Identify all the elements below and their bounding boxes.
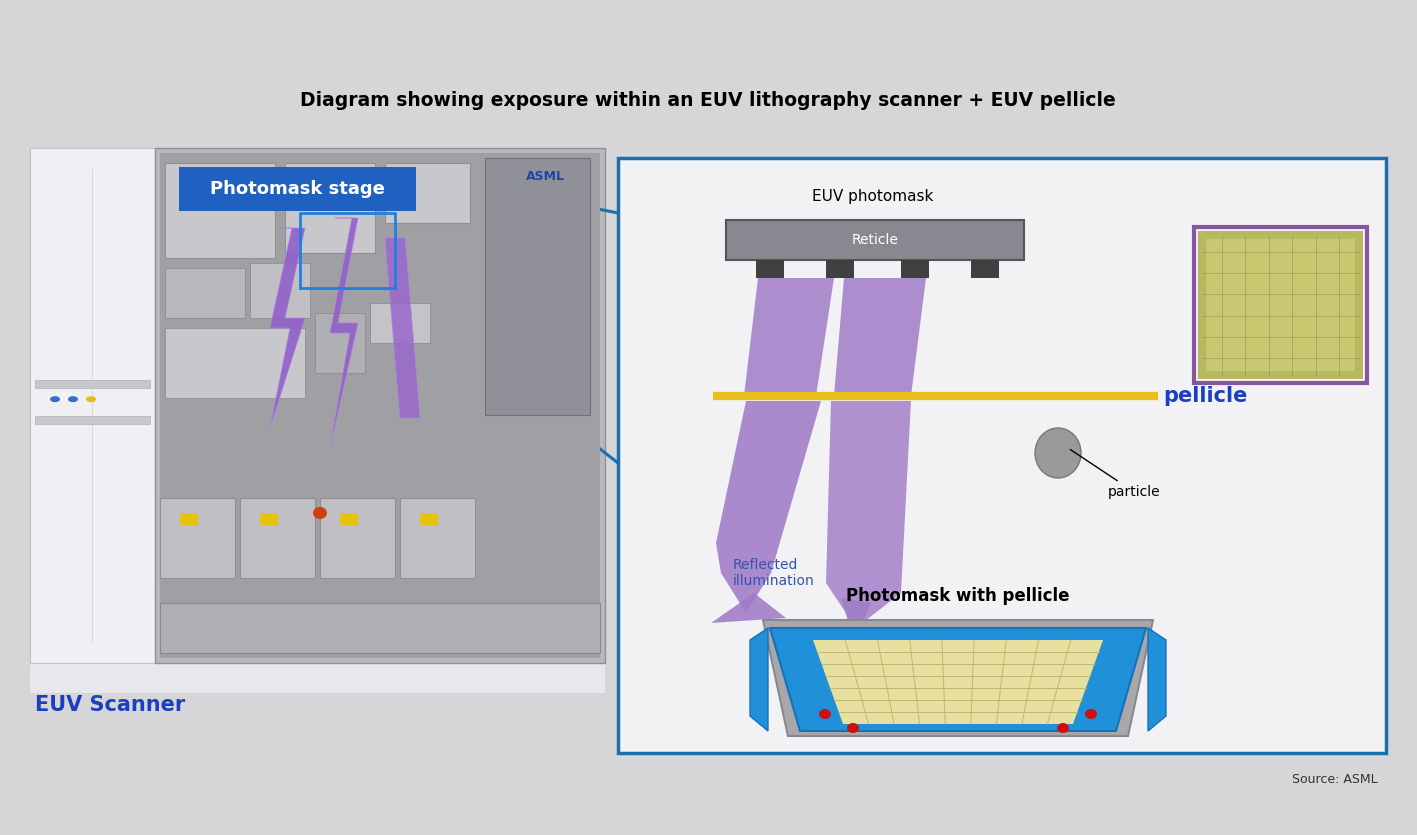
Ellipse shape bbox=[819, 709, 830, 719]
Polygon shape bbox=[1148, 628, 1166, 731]
Polygon shape bbox=[271, 228, 305, 428]
Polygon shape bbox=[716, 401, 820, 613]
FancyBboxPatch shape bbox=[179, 167, 417, 211]
Bar bbox=[30, 148, 605, 693]
Bar bbox=[154, 148, 605, 663]
Bar bbox=[285, 163, 376, 253]
Bar bbox=[180, 513, 198, 525]
Bar bbox=[320, 498, 395, 578]
Polygon shape bbox=[826, 401, 911, 628]
Bar bbox=[726, 220, 1024, 260]
Bar bbox=[160, 603, 599, 653]
Ellipse shape bbox=[313, 507, 327, 519]
Bar bbox=[400, 498, 475, 578]
Bar bbox=[1195, 227, 1367, 383]
Bar bbox=[370, 303, 429, 343]
Bar bbox=[971, 260, 999, 278]
Polygon shape bbox=[385, 238, 419, 418]
Text: Photomask with pellicle: Photomask with pellicle bbox=[846, 587, 1070, 605]
Text: particle: particle bbox=[1070, 449, 1161, 499]
Ellipse shape bbox=[86, 396, 96, 402]
Text: Reticle: Reticle bbox=[852, 233, 898, 247]
Ellipse shape bbox=[50, 396, 60, 402]
Bar bbox=[485, 158, 589, 415]
Bar bbox=[315, 313, 366, 373]
Bar bbox=[385, 163, 470, 223]
Bar bbox=[30, 148, 154, 663]
Bar bbox=[259, 513, 278, 525]
Ellipse shape bbox=[847, 723, 859, 733]
Bar bbox=[1206, 239, 1355, 371]
Polygon shape bbox=[762, 620, 1153, 736]
Bar bbox=[300, 213, 395, 288]
Ellipse shape bbox=[1085, 709, 1097, 719]
Text: Source: ASML: Source: ASML bbox=[1292, 773, 1377, 786]
Bar bbox=[239, 498, 315, 578]
Polygon shape bbox=[750, 628, 768, 731]
Ellipse shape bbox=[68, 396, 78, 402]
Polygon shape bbox=[813, 640, 1102, 724]
Bar bbox=[757, 260, 784, 278]
Bar bbox=[35, 380, 150, 387]
Text: Reflected
illumination: Reflected illumination bbox=[733, 558, 815, 588]
Text: EUV photomask: EUV photomask bbox=[812, 189, 934, 204]
Text: Diagram showing exposure within an EUV lithography scanner + EUV pellicle: Diagram showing exposure within an EUV l… bbox=[300, 90, 1115, 109]
Bar bbox=[826, 260, 854, 278]
Bar bbox=[340, 513, 359, 525]
Polygon shape bbox=[835, 278, 925, 396]
Text: Photomask stage: Photomask stage bbox=[210, 180, 385, 198]
Ellipse shape bbox=[1057, 723, 1068, 733]
Polygon shape bbox=[711, 593, 786, 623]
Text: pellicle: pellicle bbox=[1163, 386, 1247, 406]
Bar bbox=[419, 513, 438, 525]
Ellipse shape bbox=[1034, 428, 1081, 478]
Polygon shape bbox=[330, 218, 359, 448]
Bar bbox=[160, 153, 599, 658]
Bar bbox=[35, 416, 150, 424]
Polygon shape bbox=[842, 598, 871, 641]
Bar bbox=[164, 268, 245, 318]
Bar bbox=[164, 163, 275, 258]
Bar bbox=[164, 328, 305, 398]
Bar bbox=[1197, 231, 1363, 379]
Bar bbox=[160, 498, 235, 578]
Bar bbox=[901, 260, 930, 278]
FancyBboxPatch shape bbox=[618, 158, 1386, 753]
Polygon shape bbox=[744, 278, 835, 396]
Text: EUV Scanner: EUV Scanner bbox=[35, 695, 186, 715]
Text: ASML: ASML bbox=[526, 170, 564, 183]
Bar bbox=[249, 263, 310, 318]
Polygon shape bbox=[769, 628, 1146, 731]
